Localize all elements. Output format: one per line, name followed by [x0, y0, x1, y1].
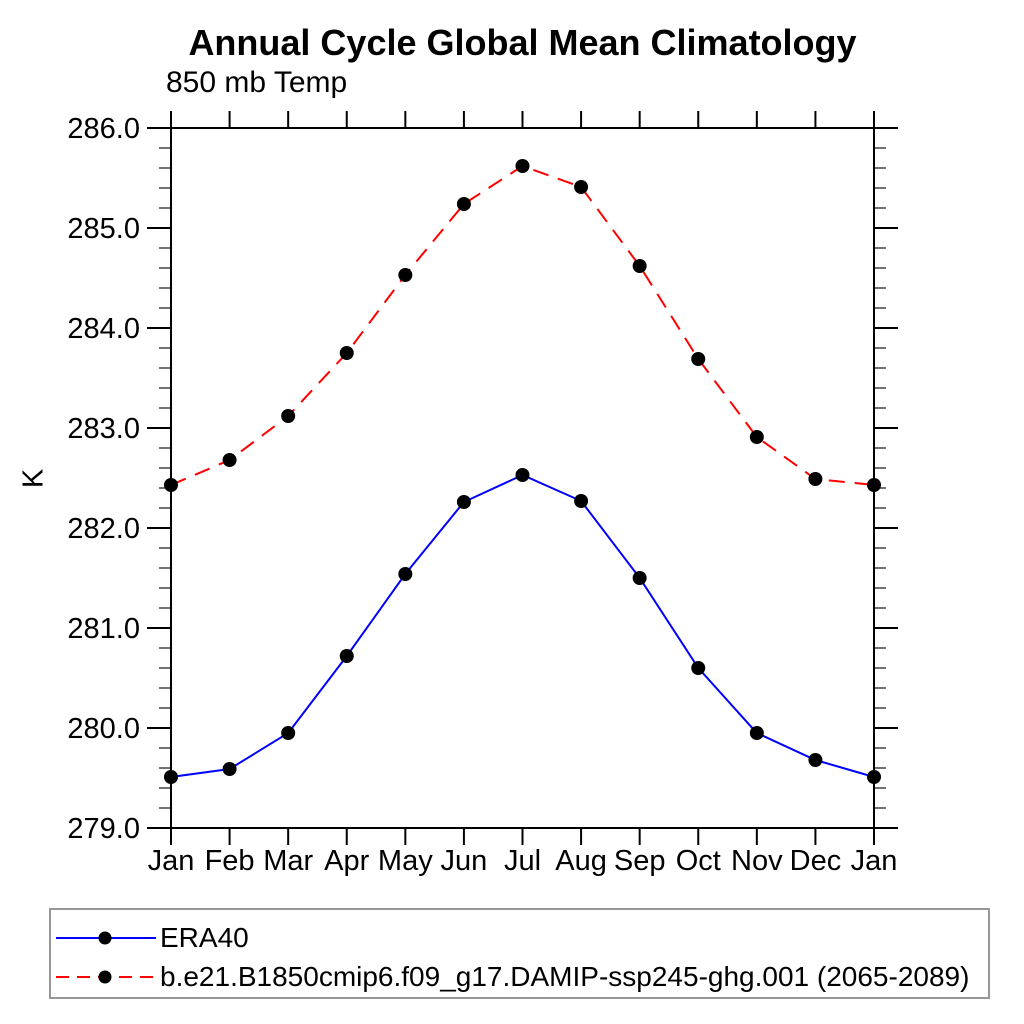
x-tick-label: Sep — [614, 845, 666, 877]
x-tick-label: Jul — [504, 845, 541, 877]
x-tick-label: Feb — [205, 845, 255, 877]
x-tick-label: Oct — [676, 845, 721, 877]
legend-item-era40: ERA40 — [56, 918, 988, 958]
x-tick-label: Dec — [790, 845, 842, 877]
legend-box: ERA40 b.e21.B1850cmip6.f09_g17.DAMIP-ssp… — [49, 908, 990, 999]
y-tick-label: 283.0 — [67, 413, 140, 445]
y-tick-label: 281.0 — [67, 613, 140, 645]
data-point-marker — [456, 197, 471, 211]
y-tick-label: 285.0 — [67, 213, 140, 245]
data-point-marker — [749, 726, 764, 740]
y-tick-label: 280.0 — [67, 713, 140, 745]
data-point-marker — [808, 472, 823, 486]
chart-title: Annual Cycle Global Mean Climatology — [188, 22, 857, 63]
data-point-marker — [339, 346, 354, 360]
data-point-marker — [398, 268, 413, 282]
series-0 — [164, 468, 881, 784]
x-tick-label: Jan — [851, 845, 898, 877]
legend-line-dashed-marker-icon — [56, 970, 156, 984]
plot-area: 279.0 280.0 281.0 282.0 283.0 284.0 285.0 286.0… — [67, 111, 898, 877]
x-tick-label: Jun — [441, 845, 488, 877]
legend-label-era40: ERA40 — [160, 921, 249, 953]
data-point-marker — [691, 352, 706, 366]
data-point-marker — [222, 453, 237, 467]
data-point-marker — [339, 649, 354, 663]
data-point-marker — [867, 770, 881, 784]
y-tick-label: 279.0 — [67, 813, 140, 845]
x-ticks — [170, 111, 875, 845]
x-tick-label: May — [378, 845, 433, 877]
data-point-marker — [632, 571, 647, 585]
data-point-marker — [574, 494, 589, 508]
data-point-marker — [515, 468, 530, 482]
data-point-marker — [515, 159, 530, 173]
data-point-marker — [867, 478, 881, 492]
legend-line-solid-marker-icon — [56, 931, 156, 945]
data-point-marker — [456, 495, 471, 509]
x-tick-label: Jan — [148, 845, 195, 877]
x-tick-label: Mar — [263, 845, 313, 877]
chart-subtitle: 850 mb Temp — [166, 66, 348, 99]
legend-item-model: b.e21.B1850cmip6.f09_g17.DAMIP-ssp245-gh… — [56, 958, 988, 998]
data-point-marker — [749, 430, 764, 444]
x-tick-labels: Jan Feb Mar Apr May Jun Jul Aug Sep Oct Nov Dec Jan — [148, 845, 898, 877]
y-tick-label: 284.0 — [67, 313, 140, 345]
data-point-marker — [222, 762, 237, 776]
data-point-marker — [574, 180, 589, 194]
x-tick-label: Aug — [555, 845, 607, 877]
y-major-ticks — [147, 127, 898, 829]
data-point-marker — [281, 726, 296, 740]
data-point-marker — [691, 661, 706, 675]
data-point-marker — [398, 567, 413, 581]
y-tick-label: 282.0 — [67, 513, 140, 545]
data-point-marker — [281, 409, 296, 423]
data-point-marker — [164, 478, 178, 492]
series-1 — [164, 159, 881, 492]
y-minor-ticks — [159, 147, 886, 809]
data-point-marker — [164, 770, 178, 784]
legend-label-model: b.e21.B1850cmip6.f09_g17.DAMIP-ssp245-gh… — [160, 961, 970, 993]
y-tick-label: 286.0 — [67, 113, 140, 145]
y-tick-labels: 279.0 280.0 281.0 282.0 283.0 284.0 285.0 286.0 — [67, 113, 140, 845]
x-tick-label: Nov — [731, 845, 783, 877]
x-tick-label: Apr — [324, 845, 369, 877]
data-point-marker — [632, 259, 647, 273]
data-point-marker — [808, 753, 823, 767]
